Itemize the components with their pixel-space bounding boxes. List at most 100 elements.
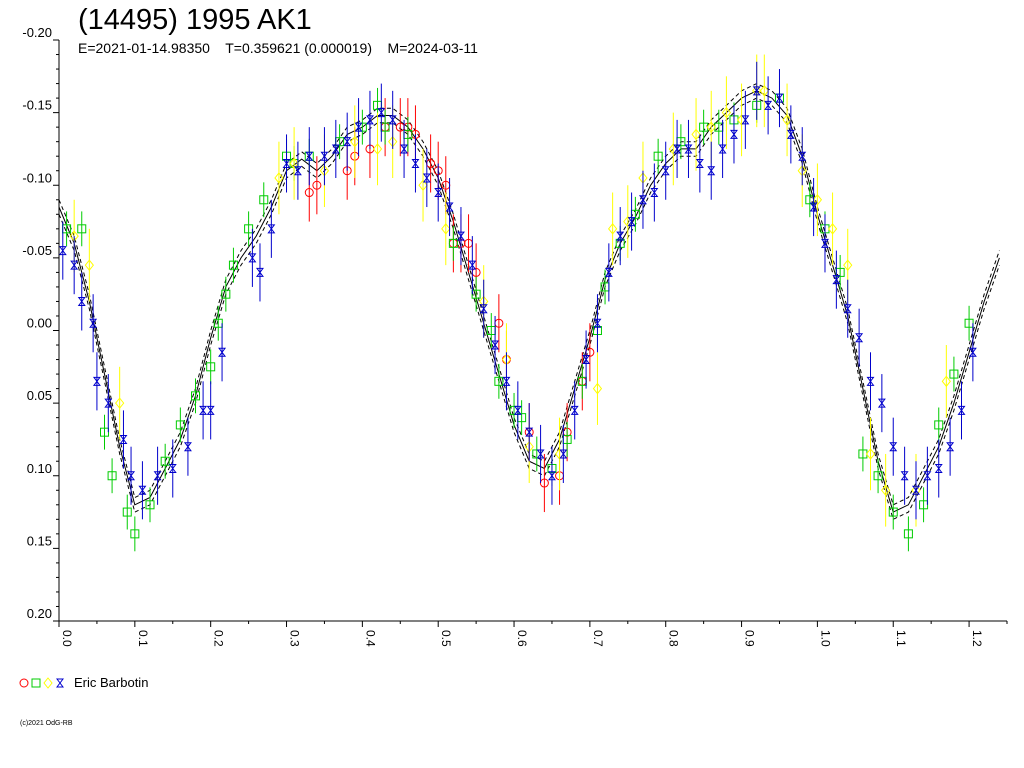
data-point [77,296,86,306]
data-point [604,267,613,277]
data-point [468,260,477,270]
data-point [582,355,591,365]
data-point [372,143,383,155]
data-point [84,259,94,271]
data-point [422,173,431,183]
data-point [934,420,944,430]
data-point [92,376,101,386]
x-tick-label: 1.2 [970,630,984,647]
data-point [786,129,795,139]
data-point [494,376,504,386]
data-point [456,231,465,241]
chart-subtitle: E=2021-01-14.98350 T=0.359621 (0.000019)… [78,40,478,56]
data-point [206,405,215,415]
data-point [559,449,568,459]
series-red [304,98,595,513]
data-point [160,456,170,466]
x-tick-label: 0.4 [363,630,377,647]
data-point [934,463,943,473]
data-point [293,166,302,176]
x-tick-label: 0.3 [288,630,302,647]
data-point [130,529,140,539]
data-point [653,151,663,161]
y-tick-label: 0.15 [27,533,52,548]
data-point [707,166,716,176]
data-point [627,217,636,227]
data-point [491,340,500,350]
data-point [782,114,792,126]
x-tick-label: 0.2 [212,630,226,647]
data-point [411,158,420,168]
data-point [650,188,659,198]
y-tick-label: -0.20 [22,25,52,40]
data-point [888,507,898,517]
data-point [957,405,966,415]
data-point [77,224,87,234]
data-point [255,267,264,277]
legend-label: Eric Barbotin [74,675,149,690]
data-point [350,135,360,148]
data-point [855,333,864,343]
data-point [312,180,322,190]
data-point [448,238,458,248]
series-green [62,80,974,552]
x-tick-label: 0.0 [60,630,74,647]
data-point [441,223,451,235]
series-yellow [69,54,951,527]
data-point [343,137,352,147]
data-point [949,369,959,379]
data-point [228,260,238,270]
data-point [274,172,284,184]
copyright-text: (c)2021 OdG-RB [20,720,73,727]
data-point [259,195,269,205]
data-points-group [58,54,977,552]
data-point [873,471,883,481]
legend-marker-diamond [43,677,53,689]
data-point [89,318,98,328]
data-point [183,442,192,452]
data-point [877,398,886,408]
data-point [282,158,291,168]
data-point [547,471,556,481]
y-tick-label: 0.00 [27,316,52,331]
data-point [104,398,113,408]
data-point [221,289,231,299]
data-point [775,93,784,103]
data-point [191,391,201,401]
data-point [445,202,454,212]
data-point [843,259,853,271]
data-point [304,188,314,198]
data-point [138,485,147,495]
data-point [502,376,511,386]
data-point [616,231,625,241]
data-point [881,484,891,497]
data-point [127,471,136,481]
data-point [592,382,603,395]
data-point [175,420,185,430]
data-point [153,471,162,481]
data-point [218,347,227,357]
data-point [923,471,932,481]
data-point [122,507,132,517]
data-point [320,151,329,161]
data-point [946,442,955,452]
data-point [248,253,257,263]
x-tick-label: 1.0 [818,630,832,647]
x-tick-label: 0.7 [591,630,605,647]
x-tick-label: 0.8 [667,630,681,647]
data-point [809,202,818,212]
series-blue [58,61,977,520]
data-point [354,122,363,132]
data-point [706,121,716,133]
data-point [900,471,909,481]
data-point [289,157,299,170]
data-point [145,500,155,510]
data-point [941,375,951,388]
data-point [729,129,738,139]
data-point [115,397,125,409]
data-point [119,434,128,444]
data-point [570,405,579,415]
data-point [911,485,920,495]
data-point [889,442,898,452]
